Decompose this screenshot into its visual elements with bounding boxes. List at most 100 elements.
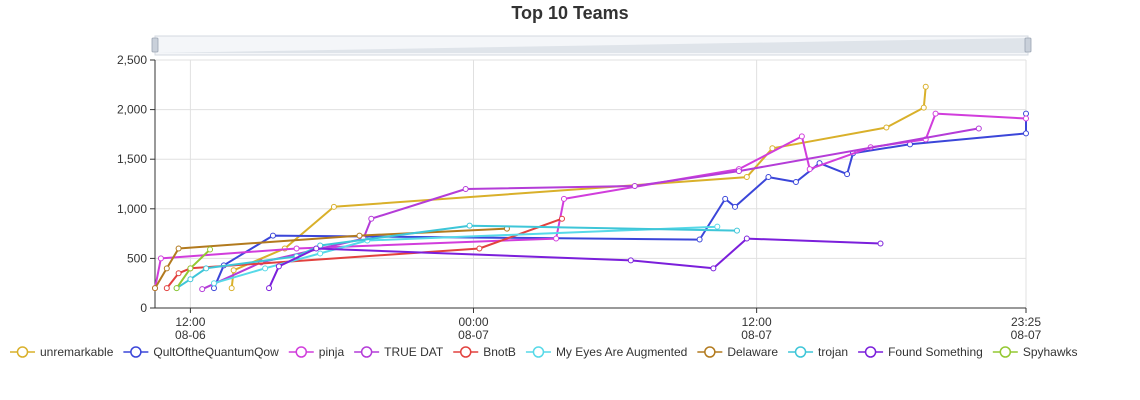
- data-point[interactable]: [275, 263, 282, 270]
- series-qultofthequantumqow: [210, 110, 1029, 292]
- data-point[interactable]: [765, 174, 772, 181]
- data-point[interactable]: [163, 285, 170, 292]
- legend-item[interactable]: Spyhawks: [992, 345, 1078, 359]
- series-spyhawks: [173, 246, 214, 292]
- data-point[interactable]: [792, 179, 799, 186]
- data-point[interactable]: [975, 125, 982, 132]
- data-point[interactable]: [330, 203, 337, 210]
- legend-item[interactable]: QultOftheQuantumQow: [123, 345, 279, 359]
- data-point[interactable]: [560, 195, 567, 202]
- data-point[interactable]: [920, 104, 927, 111]
- y-tick-label: 2,000: [117, 103, 147, 117]
- legend-label: Delaware: [727, 345, 778, 359]
- data-point[interactable]: [207, 246, 214, 253]
- data-point[interactable]: [163, 265, 170, 272]
- series-found-something: [266, 235, 884, 292]
- legend-label: trojan: [818, 345, 848, 359]
- data-point[interactable]: [175, 245, 182, 252]
- legend-swatch-icon: [360, 346, 373, 358]
- data-point[interactable]: [714, 223, 721, 230]
- data-point[interactable]: [210, 285, 217, 292]
- data-point[interactable]: [696, 236, 703, 243]
- data-point[interactable]: [152, 285, 158, 292]
- data-point[interactable]: [627, 257, 634, 264]
- data-point[interactable]: [710, 265, 717, 272]
- data-point[interactable]: [266, 285, 273, 292]
- legend-item[interactable]: My Eyes Are Augmented: [525, 345, 687, 359]
- data-point[interactable]: [187, 276, 194, 283]
- data-point[interactable]: [466, 222, 473, 229]
- legend-swatch-icon: [999, 346, 1012, 358]
- data-point[interactable]: [733, 227, 740, 234]
- data-point[interactable]: [476, 245, 483, 252]
- legend-label: Found Something: [888, 345, 983, 359]
- data-point[interactable]: [187, 265, 194, 272]
- data-point[interactable]: [175, 270, 182, 277]
- legend-item[interactable]: Found Something: [858, 345, 983, 359]
- x-tick-date: 08-07: [741, 328, 772, 342]
- data-point[interactable]: [262, 265, 269, 272]
- legend-item[interactable]: Delaware: [697, 345, 778, 359]
- zoom-slider-left-handle[interactable]: [151, 37, 159, 53]
- data-point[interactable]: [230, 267, 237, 274]
- data-point[interactable]: [558, 215, 565, 222]
- data-point[interactable]: [313, 245, 320, 252]
- data-point[interactable]: [743, 174, 750, 181]
- data-point[interactable]: [203, 265, 210, 272]
- data-point[interactable]: [743, 235, 750, 242]
- legend-item[interactable]: BnotB: [453, 345, 516, 359]
- data-point[interactable]: [293, 245, 300, 252]
- data-point[interactable]: [317, 250, 324, 257]
- data-point[interactable]: [1023, 110, 1029, 117]
- legend-item[interactable]: trojan: [788, 345, 848, 359]
- data-point[interactable]: [877, 240, 884, 247]
- x-tick-time: 00:00: [458, 315, 488, 329]
- data-point[interactable]: [722, 195, 729, 202]
- zoom-slider-right-handle[interactable]: [1024, 37, 1032, 53]
- data-point[interactable]: [798, 133, 805, 140]
- data-point[interactable]: [356, 232, 363, 239]
- x-tick-time: 12:00: [175, 315, 205, 329]
- series-line: [176, 224, 738, 290]
- series-layer: [152, 83, 1029, 293]
- data-point[interactable]: [922, 83, 929, 90]
- zoom-slider[interactable]: [151, 35, 1032, 56]
- data-point[interactable]: [210, 280, 217, 287]
- series-trojan: [173, 222, 740, 292]
- data-point[interactable]: [806, 166, 813, 173]
- data-point[interactable]: [1023, 115, 1029, 122]
- legend-item[interactable]: TRUE DAT: [354, 345, 444, 359]
- x-tick-date: 08-07: [458, 328, 489, 342]
- legend-label: TRUE DAT: [384, 345, 444, 359]
- legend-swatch-icon: [295, 346, 308, 358]
- legend-label: My Eyes Are Augmented: [556, 345, 687, 359]
- legend-swatch-icon: [532, 346, 545, 358]
- y-tick-label: 1,000: [117, 202, 147, 216]
- y-tick-label: 2,500: [117, 53, 147, 67]
- data-point[interactable]: [228, 285, 235, 292]
- data-point[interactable]: [735, 168, 742, 175]
- series-line: [154, 112, 1027, 289]
- legend-item[interactable]: unremarkable: [10, 345, 114, 359]
- legend-swatch-icon: [794, 346, 807, 358]
- x-tick-date: 08-07: [1011, 328, 1042, 342]
- legend[interactable]: unremarkable QultOftheQuantumQow pinja TRUE…: [10, 345, 1078, 359]
- legend-label: Spyhawks: [1023, 345, 1078, 359]
- data-point[interactable]: [631, 182, 638, 189]
- data-point[interactable]: [269, 232, 276, 239]
- data-point[interactable]: [199, 286, 206, 293]
- data-point[interactable]: [844, 171, 851, 178]
- data-point[interactable]: [173, 285, 180, 292]
- data-point[interactable]: [883, 124, 890, 131]
- data-point[interactable]: [462, 185, 469, 192]
- legend-item[interactable]: pinja: [288, 345, 345, 359]
- data-point[interactable]: [1023, 130, 1029, 137]
- data-point[interactable]: [732, 203, 739, 210]
- data-point[interactable]: [553, 235, 560, 242]
- data-point[interactable]: [157, 255, 164, 262]
- data-point[interactable]: [368, 215, 375, 222]
- data-point[interactable]: [932, 110, 939, 117]
- legend-label: QultOftheQuantumQow: [153, 345, 279, 359]
